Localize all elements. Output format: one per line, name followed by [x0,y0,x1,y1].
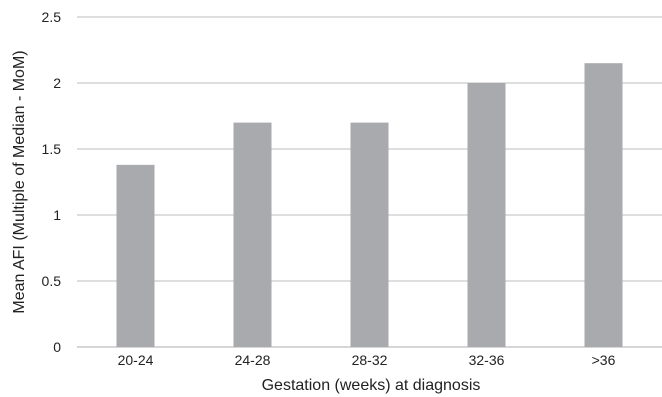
bar [467,83,506,347]
bar [350,122,389,347]
y-tick-label: 2.5 [42,9,62,25]
y-tick-label: 2 [53,75,61,91]
bar [584,63,623,347]
x-tick-label: 20-24 [118,352,154,368]
x-tick-label: 28-32 [352,352,388,368]
x-tick-label: 32-36 [469,352,505,368]
y-tick-label: 1 [53,207,61,223]
y-axis-ticks: 0 0.5 1 1.5 2 2.5 [42,9,62,355]
x-axis-ticks: 20-24 24-28 28-32 32-36 >36 [118,352,616,368]
y-tick-label: 0.5 [42,273,62,289]
x-tick-label: 24-28 [235,352,271,368]
y-axis-title: Mean AFI (Multiple of Median - MoM) [11,50,28,313]
y-tick-label: 0 [53,339,61,355]
bar [116,164,155,347]
bar [233,122,272,347]
x-tick-label: >36 [592,352,616,368]
x-axis-title: Gestation (weeks) at diagnosis [262,377,481,394]
bars [116,63,623,347]
y-tick-label: 1.5 [42,141,62,157]
